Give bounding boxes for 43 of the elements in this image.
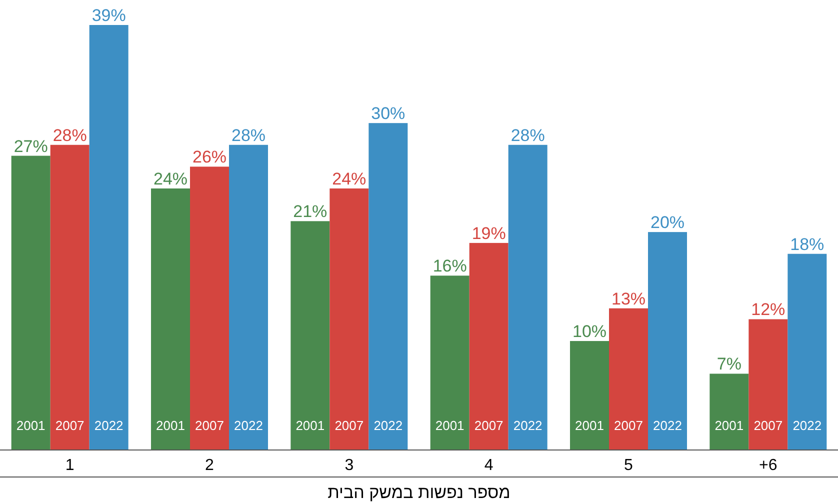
data-label: 13% xyxy=(611,289,646,308)
data-label: 10% xyxy=(572,322,607,342)
text: 2001 xyxy=(296,418,325,433)
text: 2022 xyxy=(513,418,542,433)
data-label: 7% xyxy=(716,354,742,374)
series-label: 2007 xyxy=(754,418,783,433)
text: 2001 xyxy=(16,418,46,433)
data-label: 28% xyxy=(52,126,87,145)
x-tick-label: 6+ xyxy=(759,457,778,474)
x-tick-label: 4 xyxy=(484,457,494,474)
text: 2007 xyxy=(195,418,224,433)
data-label: 18% xyxy=(790,234,824,254)
data-label: 28% xyxy=(231,126,266,145)
text: 2007 xyxy=(334,418,364,433)
text: 2007 xyxy=(55,418,84,433)
data-label: 39% xyxy=(92,6,126,25)
x-tick-label: 2 xyxy=(205,457,214,474)
data-label: 16% xyxy=(432,256,467,276)
data-label: 30% xyxy=(371,104,406,124)
text: 2007 xyxy=(474,418,504,433)
text: 2022 xyxy=(234,418,263,433)
text: 2022 xyxy=(653,418,682,433)
data-label: 12% xyxy=(751,300,786,320)
text: 2007 xyxy=(614,418,643,433)
data-label: 28% xyxy=(510,126,545,145)
text: 2022 xyxy=(374,418,403,433)
text: 2001 xyxy=(435,418,464,433)
data-label: 19% xyxy=(472,224,506,243)
data-label: 21% xyxy=(293,202,328,222)
data-label: 20% xyxy=(650,213,685,232)
text: 2001 xyxy=(156,418,185,433)
data-label: 27% xyxy=(14,136,48,156)
series-label: 2022 xyxy=(792,418,822,433)
text: 2001 xyxy=(575,418,604,433)
data-label: 24% xyxy=(332,169,366,188)
x-tick-label: 5 xyxy=(624,457,634,474)
data-label: 24% xyxy=(153,169,188,188)
data-label: 26% xyxy=(192,148,227,167)
text: 2022 xyxy=(94,418,124,433)
x-axis-title: מספר נפשות במשק הבית xyxy=(328,483,510,502)
x-tick-label: 1 xyxy=(65,457,74,474)
series-label: 2001 xyxy=(714,418,744,433)
x-tick-label: 3 xyxy=(344,457,354,474)
